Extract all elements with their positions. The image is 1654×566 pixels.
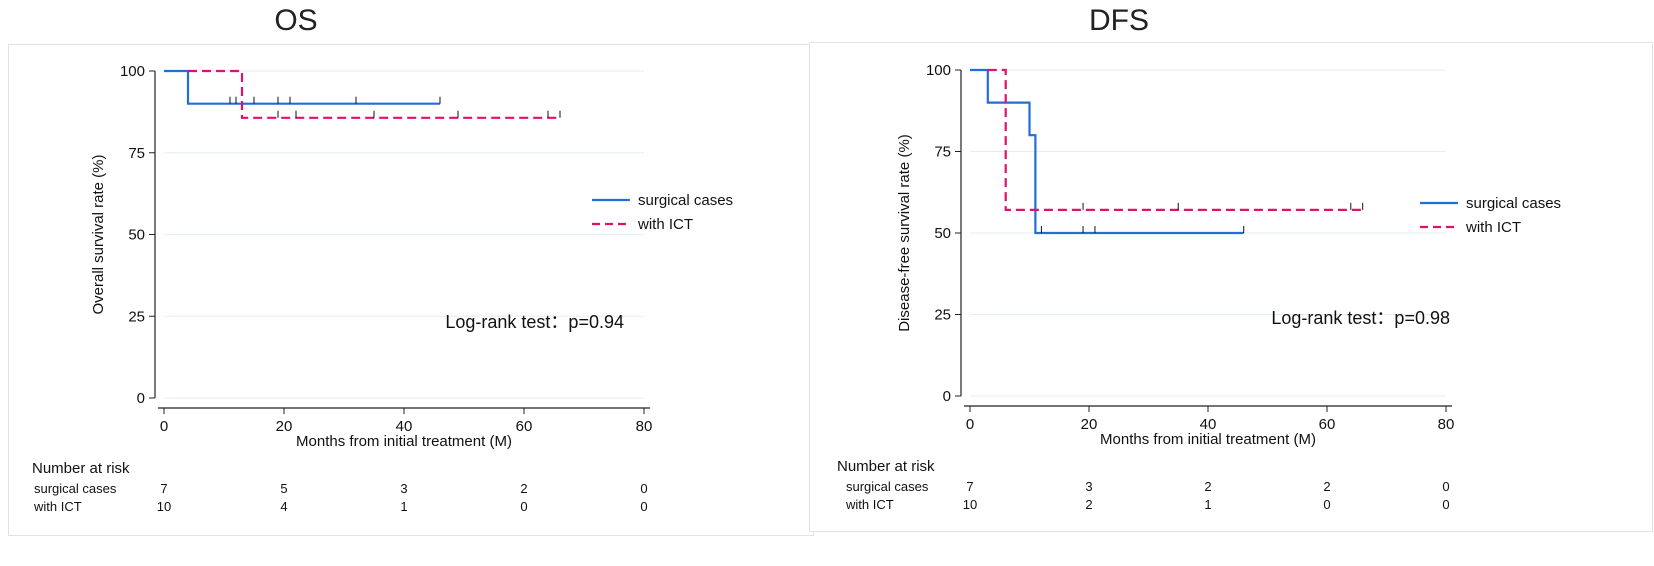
os-risk-value-with-ict-40: 1 (400, 499, 407, 514)
os-x-tick-label-0: 0 (160, 418, 168, 435)
dfs-legend-label-with-ict: with ICT (1465, 219, 1521, 236)
os-legend-label-surgical-cases: surgical cases (638, 192, 733, 209)
os-risk-value-with-ict-20: 4 (280, 499, 287, 514)
dfs-series-with-ict-line (987, 68, 1363, 211)
dfs-risk-value-surgical-cases-20: 3 (1085, 479, 1092, 494)
dfs-logrank-annotation: Log-rank test：p=0.98 (1271, 308, 1450, 328)
os-risk-value-with-ict-80: 0 (640, 499, 647, 514)
os-x-tick-label-80: 80 (636, 418, 653, 435)
dfs-y-tick-label-25: 25 (934, 307, 951, 324)
os-risk-row-label-surgical-cases: surgical cases (34, 481, 117, 496)
os-risk-value-surgical-cases-0: 7 (160, 481, 167, 496)
dfs-series-surgical-cases-line (970, 68, 1244, 235)
dfs-risk-value-surgical-cases-60: 2 (1323, 479, 1330, 494)
os-logrank-annotation: Log-rank test：p=0.94 (445, 312, 624, 332)
dfs-legend-label-surgical-cases: surgical cases (1466, 195, 1561, 212)
dfs-y-tick-label-50: 50 (934, 225, 951, 242)
dfs-x-axis-label: Months from initial treatment (M) (1100, 431, 1316, 448)
dfs-y-axis-label: Disease-free survival rate (%) (896, 134, 913, 332)
os-risk-value-surgical-cases-80: 0 (640, 481, 647, 496)
os-risk-value-surgical-cases-60: 2 (520, 481, 527, 496)
os-x-axis-label: Months from initial treatment (M) (296, 433, 512, 450)
dfs-risk-table-title: Number at risk (837, 458, 935, 475)
dfs-title: DFS (1089, 4, 1149, 37)
dfs-chart-frame (809, 42, 1653, 532)
os-y-tick-label-0: 0 (137, 390, 145, 407)
dfs-risk-value-with-ict-40: 1 (1204, 497, 1211, 512)
os-x-tick-label-40: 40 (396, 418, 413, 435)
os-risk-value-with-ict-60: 0 (520, 499, 527, 514)
os-y-tick-label-25: 25 (128, 308, 145, 325)
dfs-risk-value-with-ict-0: 10 (963, 497, 977, 512)
dfs-y-tick-label-100: 100 (926, 62, 951, 79)
dfs-risk-value-surgical-cases-80: 0 (1442, 479, 1449, 494)
os-risk-table-title: Number at risk (32, 460, 130, 477)
dfs-x-tick-label-0: 0 (966, 416, 974, 433)
dfs-y-tick-label-75: 75 (934, 144, 951, 161)
os-risk-value-surgical-cases-40: 3 (400, 481, 407, 496)
dfs-risk-value-with-ict-80: 0 (1442, 497, 1449, 512)
os-risk-value-with-ict-0: 10 (157, 499, 171, 514)
dfs-x-tick-label-60: 60 (1319, 416, 1336, 433)
dfs-x-tick-label-80: 80 (1438, 416, 1455, 433)
dfs-risk-row-label-surgical-cases: surgical cases (846, 479, 929, 494)
os-x-tick-label-60: 60 (516, 418, 533, 435)
dfs-x-tick-label-20: 20 (1081, 416, 1098, 433)
os-series-surgical-cases-line (164, 69, 440, 105)
os-risk-row-label-with-ict: with ICT (33, 499, 82, 514)
dfs-risk-value-with-ict-60: 0 (1323, 497, 1330, 512)
dfs-panel: DFS 0 25 50 75 100 0 20 40 60 80 Months from initi… (809, 0, 1654, 566)
os-y-axis-label: Overall survival rate (%) (90, 154, 107, 314)
os-panel: OS 0 25 50 75 100 0 20 40 60 80 Months from initia… (0, 0, 820, 566)
dfs-risk-row-label-with-ict: with ICT (845, 497, 894, 512)
dfs-y-tick-label-0: 0 (943, 388, 951, 405)
os-y-tick-label-100: 100 (120, 63, 145, 80)
os-x-tick-label-20: 20 (276, 418, 293, 435)
os-risk-value-surgical-cases-20: 5 (280, 481, 287, 496)
os-title: OS (274, 4, 318, 37)
os-y-tick-label-50: 50 (128, 227, 145, 244)
dfs-x-tick-label-40: 40 (1200, 416, 1217, 433)
os-chart-frame (8, 44, 814, 536)
os-series-with-ict-line (188, 69, 560, 119)
dfs-risk-value-surgical-cases-0: 7 (966, 479, 973, 494)
os-legend-label-with-ict: with ICT (637, 216, 693, 233)
os-y-tick-label-75: 75 (128, 145, 145, 162)
dfs-risk-value-surgical-cases-40: 2 (1204, 479, 1211, 494)
dfs-risk-value-with-ict-20: 2 (1085, 497, 1092, 512)
